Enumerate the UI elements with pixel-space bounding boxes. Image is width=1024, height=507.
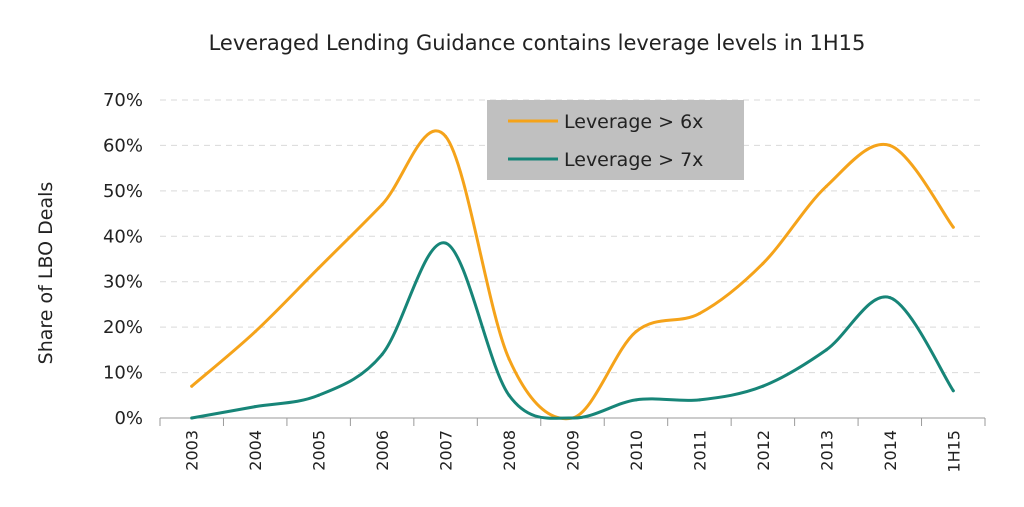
y-tick-label: 10% bbox=[103, 363, 143, 384]
y-tick-label: 30% bbox=[103, 272, 143, 293]
data-point bbox=[824, 184, 828, 188]
y-axis-label: Share of LBO Deals bbox=[35, 182, 57, 365]
data-point bbox=[253, 405, 257, 409]
y-tick-label: 60% bbox=[103, 135, 143, 156]
x-tick-label: 2014 bbox=[881, 430, 900, 471]
x-axis-ticks: 2003 2004 2005 2006 2007 2008 2009 2010 2011 2012… bbox=[159, 418, 986, 473]
x-tick-label: 2010 bbox=[627, 430, 646, 471]
legend-label-leverage-7x: Leverage > 7x bbox=[564, 149, 703, 171]
y-axis-ticks: 0% 10% 20% 30% 40% 50% 60% 70% bbox=[103, 90, 143, 429]
x-tick-label: 2005 bbox=[310, 430, 329, 471]
data-point bbox=[190, 384, 194, 388]
x-tick-label: 2004 bbox=[246, 430, 265, 471]
data-point bbox=[571, 416, 574, 420]
x-tick-label: 2013 bbox=[817, 430, 836, 471]
x-tick-label: 2003 bbox=[183, 430, 202, 471]
series-lines bbox=[190, 129, 955, 421]
data-point bbox=[697, 398, 701, 402]
data-point bbox=[444, 134, 448, 138]
data-point bbox=[951, 225, 955, 229]
data-point bbox=[888, 143, 892, 147]
data-point bbox=[761, 262, 765, 266]
legend-label-leverage-6x: Leverage > 6x bbox=[564, 111, 703, 133]
x-tick-label: 2007 bbox=[437, 430, 456, 471]
data-point bbox=[507, 393, 511, 397]
data-point bbox=[190, 416, 194, 420]
data-point bbox=[951, 389, 955, 393]
x-tick-label: 1H15 bbox=[944, 430, 963, 473]
y-tick-label: 0% bbox=[114, 408, 143, 429]
x-tick-label: 2012 bbox=[754, 430, 773, 471]
x-tick-label: 2011 bbox=[690, 430, 709, 471]
data-point bbox=[697, 312, 701, 316]
legend-box bbox=[487, 100, 744, 180]
data-point bbox=[317, 393, 321, 397]
y-tick-label: 20% bbox=[103, 317, 143, 338]
legend: Leverage > 6x Leverage > 7x bbox=[487, 100, 744, 180]
series-line-1 bbox=[190, 241, 955, 420]
y-tick-label: 50% bbox=[103, 181, 143, 202]
data-point bbox=[824, 348, 828, 352]
data-point bbox=[317, 266, 321, 270]
data-point bbox=[507, 357, 511, 361]
data-point bbox=[380, 352, 384, 356]
data-point bbox=[888, 296, 892, 300]
data-point bbox=[761, 384, 765, 388]
chart-title: Leveraged Lending Guidance contains leve… bbox=[209, 31, 866, 55]
y-tick-label: 40% bbox=[103, 226, 143, 247]
data-point bbox=[380, 202, 384, 206]
x-tick-label: 2006 bbox=[373, 430, 392, 471]
x-tick-label: 2008 bbox=[500, 430, 519, 471]
x-tick-label: 2009 bbox=[564, 430, 583, 471]
data-point bbox=[444, 241, 448, 245]
y-tick-label: 70% bbox=[103, 90, 143, 111]
data-point bbox=[634, 330, 638, 334]
data-point bbox=[253, 330, 257, 334]
data-point bbox=[634, 398, 638, 402]
